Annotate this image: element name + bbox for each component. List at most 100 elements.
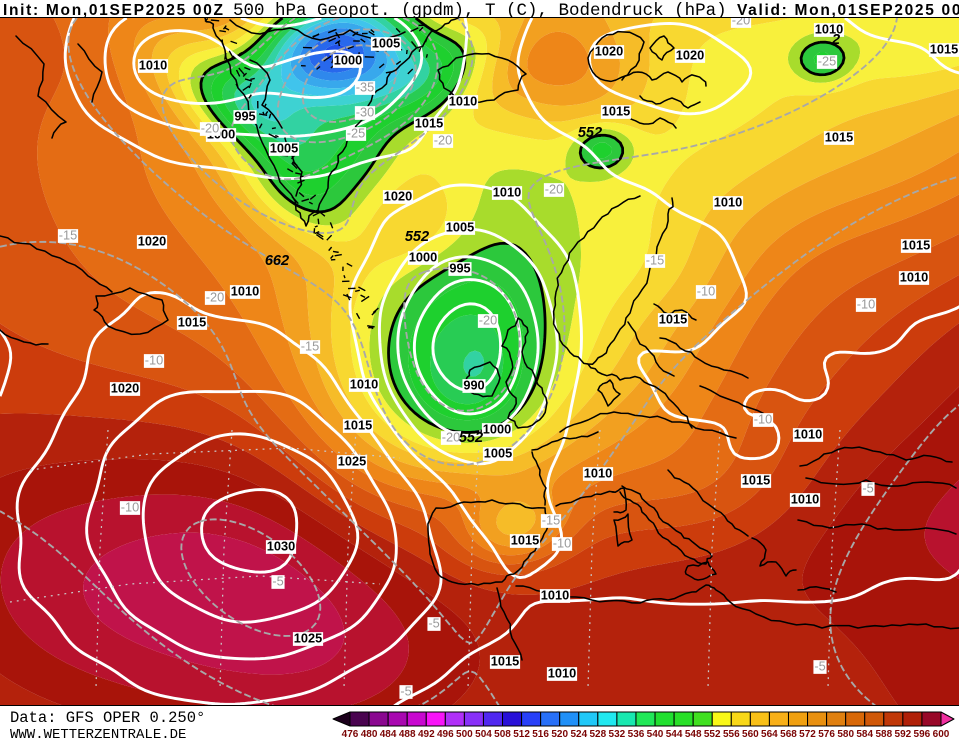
- svg-text:588: 588: [875, 729, 892, 740]
- svg-text:990: 990: [463, 377, 484, 392]
- svg-text:592: 592: [895, 729, 912, 740]
- svg-text:-20: -20: [732, 18, 750, 27]
- svg-text:1010: 1010: [350, 376, 378, 391]
- svg-text:-20: -20: [545, 181, 563, 196]
- svg-text:-15: -15: [542, 512, 560, 527]
- svg-text:1015: 1015: [659, 311, 687, 326]
- svg-text:-15: -15: [59, 227, 77, 242]
- svg-text:552: 552: [405, 229, 429, 245]
- svg-text:1020: 1020: [384, 188, 412, 203]
- svg-text:-5: -5: [400, 683, 411, 698]
- svg-text:1015: 1015: [178, 314, 206, 329]
- svg-text:572: 572: [799, 729, 816, 740]
- svg-text:-10: -10: [857, 296, 875, 311]
- svg-text:-5: -5: [814, 658, 825, 673]
- svg-text:1000: 1000: [483, 421, 511, 436]
- svg-text:-10: -10: [754, 411, 772, 426]
- svg-text:662: 662: [265, 253, 289, 269]
- svg-text:-10: -10: [697, 283, 715, 298]
- svg-text:-25: -25: [347, 125, 365, 140]
- svg-text:580: 580: [837, 729, 854, 740]
- svg-text:1015: 1015: [415, 115, 443, 130]
- svg-text:484: 484: [380, 729, 397, 740]
- svg-text:480: 480: [361, 729, 378, 740]
- svg-text:1020: 1020: [138, 233, 166, 248]
- svg-text:1015: 1015: [825, 129, 853, 144]
- svg-text:1010: 1010: [794, 426, 822, 441]
- svg-text:528: 528: [589, 729, 606, 740]
- svg-text:496: 496: [437, 729, 454, 740]
- svg-text:1000: 1000: [409, 249, 437, 264]
- svg-text:520: 520: [551, 729, 568, 740]
- svg-text:1020: 1020: [595, 43, 623, 58]
- svg-text:1005: 1005: [484, 445, 512, 460]
- svg-text:564: 564: [761, 729, 778, 740]
- svg-text:1025: 1025: [294, 630, 322, 645]
- svg-text:1015: 1015: [491, 653, 519, 668]
- svg-text:544: 544: [666, 729, 683, 740]
- svg-text:-20: -20: [434, 132, 452, 147]
- svg-text:1005: 1005: [446, 219, 474, 234]
- svg-text:516: 516: [532, 729, 549, 740]
- svg-text:560: 560: [742, 729, 759, 740]
- svg-text:1010: 1010: [139, 57, 167, 72]
- svg-text:1015: 1015: [344, 417, 372, 432]
- svg-text:1005: 1005: [372, 35, 400, 50]
- svg-text:1015: 1015: [511, 532, 539, 547]
- svg-text:1020: 1020: [676, 47, 704, 62]
- svg-text:1005: 1005: [270, 140, 298, 155]
- svg-text:1010: 1010: [493, 184, 521, 199]
- svg-text:1010: 1010: [791, 491, 819, 506]
- svg-text:1010: 1010: [548, 665, 576, 680]
- svg-text:-20: -20: [201, 120, 219, 135]
- svg-text:552: 552: [459, 430, 483, 446]
- svg-text:1025: 1025: [338, 453, 366, 468]
- svg-text:1020: 1020: [111, 380, 139, 395]
- svg-text:568: 568: [780, 729, 797, 740]
- svg-text:508: 508: [494, 729, 511, 740]
- svg-text:-20: -20: [206, 289, 224, 304]
- svg-text:584: 584: [856, 729, 873, 740]
- svg-text:-10: -10: [145, 352, 163, 367]
- svg-text:1015: 1015: [930, 41, 958, 56]
- svg-text:-30: -30: [356, 104, 374, 119]
- svg-text:1010: 1010: [541, 587, 569, 602]
- svg-text:600: 600: [933, 729, 950, 740]
- svg-text:1030: 1030: [267, 538, 295, 553]
- svg-text:1010: 1010: [714, 194, 742, 209]
- svg-text:1010: 1010: [900, 269, 928, 284]
- svg-text:1010: 1010: [449, 93, 477, 108]
- svg-text:500: 500: [456, 729, 473, 740]
- svg-text:-10: -10: [121, 499, 139, 514]
- svg-text:-25: -25: [818, 53, 836, 68]
- svg-text:-5: -5: [862, 480, 873, 495]
- svg-text:-5: -5: [272, 573, 283, 588]
- svg-text:556: 556: [723, 729, 740, 740]
- svg-text:-15: -15: [646, 252, 664, 267]
- svg-text:-35: -35: [356, 79, 374, 94]
- svg-text:476: 476: [342, 729, 359, 740]
- svg-text:-20: -20: [479, 312, 497, 327]
- svg-text:524: 524: [570, 729, 587, 740]
- svg-text:-20: -20: [442, 429, 460, 444]
- svg-text:1000: 1000: [334, 52, 362, 67]
- svg-text:532: 532: [609, 729, 626, 740]
- svg-text:552: 552: [704, 729, 721, 740]
- svg-text:492: 492: [418, 729, 435, 740]
- svg-text:-15: -15: [301, 338, 319, 353]
- svg-text:548: 548: [685, 729, 702, 740]
- svg-text:-5: -5: [428, 615, 439, 630]
- svg-text:995: 995: [449, 260, 470, 275]
- svg-text:576: 576: [818, 729, 835, 740]
- svg-text:504: 504: [475, 729, 492, 740]
- svg-text:536: 536: [628, 729, 645, 740]
- svg-text:552: 552: [578, 125, 602, 141]
- svg-text:540: 540: [647, 729, 664, 740]
- svg-text:1010: 1010: [231, 283, 259, 298]
- svg-text:1010: 1010: [584, 465, 612, 480]
- svg-text:1015: 1015: [902, 237, 930, 252]
- svg-text:1015: 1015: [742, 472, 770, 487]
- svg-text:596: 596: [914, 729, 931, 740]
- svg-text:1015: 1015: [602, 103, 630, 118]
- svg-text:1010: 1010: [815, 21, 843, 36]
